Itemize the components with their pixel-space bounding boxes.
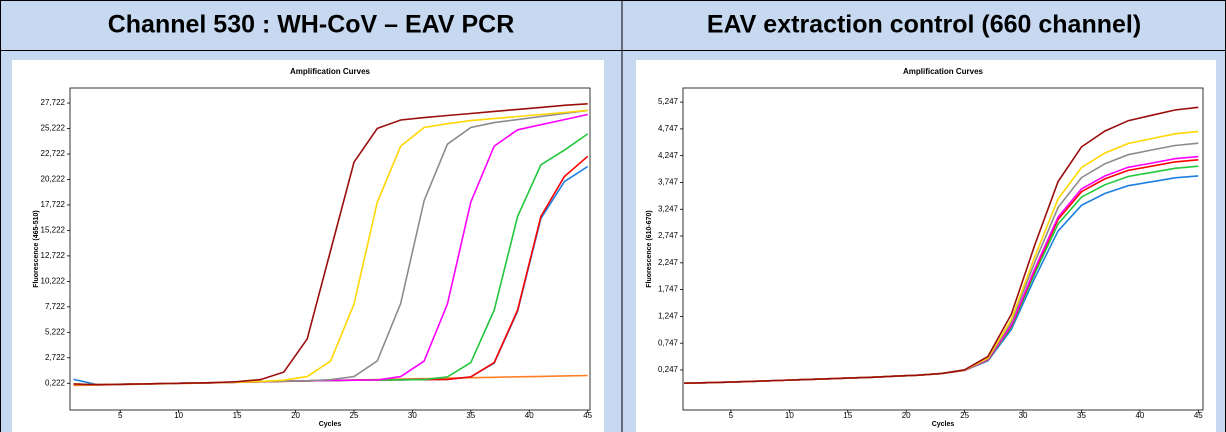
column-heading: EAV extraction control (660 channel): [707, 11, 1141, 39]
y-tick-label: 0,222: [45, 378, 66, 387]
x-tick-label: 45: [1194, 411, 1203, 420]
y-tick-label: 0,747: [658, 338, 679, 347]
y-tick-label: 10,222: [41, 276, 66, 285]
x-tick-label: 15: [233, 411, 242, 420]
x-tick-label: 10: [174, 411, 183, 420]
y-tick-label: 20,222: [41, 175, 66, 184]
y-tick-label: 2,747: [658, 231, 679, 240]
x-tick-label: 10: [785, 411, 794, 420]
y-tick-label: 5,222: [45, 327, 66, 336]
x-tick-label: 35: [1077, 411, 1086, 420]
y-tick-label: 12,722: [41, 251, 66, 260]
y-tick-label: 3,747: [658, 178, 679, 187]
x-tick-label: 20: [902, 411, 911, 420]
x-tick-label: 25: [960, 411, 969, 420]
x-tick-label: 30: [1019, 411, 1028, 420]
y-tick-label: 4,247: [658, 151, 679, 160]
x-tick-label: 5: [118, 411, 123, 420]
y-tick-label: 5,247: [658, 97, 679, 106]
y-tick-label: 1,747: [658, 285, 679, 294]
plot-area: [682, 87, 1204, 411]
chart-title: Amplification Curves: [903, 67, 984, 76]
x-tick-label: 45: [583, 411, 592, 420]
y-tick-label: 17,722: [41, 200, 66, 209]
x-axis-label: Cycles: [932, 421, 955, 428]
y-tick-label: 3,247: [658, 204, 679, 213]
x-tick-label: 20: [291, 411, 300, 420]
x-tick-label: 40: [525, 411, 534, 420]
x-tick-label: 35: [466, 411, 475, 420]
y-axis-label: Fluorescence (465-510): [33, 210, 40, 287]
y-axis-label: Fluorescence (610-670): [646, 210, 653, 287]
y-tick-label: 15,222: [41, 226, 66, 235]
y-tick-label: 22,722: [41, 149, 66, 158]
plot-area: [69, 87, 591, 411]
x-tick-label: 15: [843, 411, 852, 420]
y-tick-label: 2,722: [45, 353, 66, 362]
x-tick-label: 25: [350, 411, 359, 420]
chart-title: Amplification Curves: [290, 67, 371, 76]
y-tick-label: 27,722: [41, 98, 66, 107]
curve: [684, 106, 1199, 384]
curve: [73, 103, 588, 386]
y-tick-label: 7,722: [45, 302, 66, 311]
x-tick-label: 5: [729, 411, 734, 420]
y-tick-label: 1,247: [658, 312, 679, 321]
column-heading: Channel 530 : WH-CoV – EAV PCR: [108, 11, 515, 39]
y-tick-label: 25,222: [41, 124, 66, 133]
y-tick-label: 2,247: [658, 258, 679, 267]
y-tick-label: 4,747: [658, 124, 679, 133]
x-tick-label: 30: [408, 411, 417, 420]
x-axis-label: Cycles: [319, 421, 342, 428]
y-tick-label: 0,247: [658, 365, 679, 374]
x-tick-label: 40: [1135, 411, 1144, 420]
